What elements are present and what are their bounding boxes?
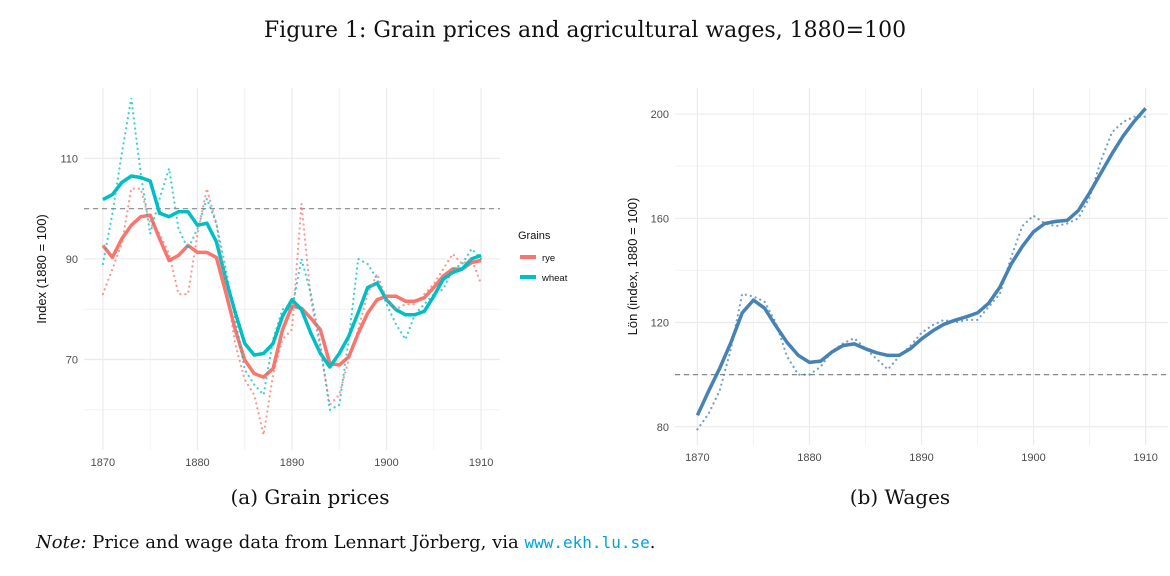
- x-tick-label: 1890: [280, 457, 304, 469]
- wage-smoothed-line: [695, 107, 1147, 417]
- caption-wages: (b) Wages: [849, 485, 951, 509]
- legend-label-wheat: wheat: [541, 273, 568, 284]
- x-tick-label: 1890: [909, 452, 933, 464]
- wheat-smoothed-line: [102, 174, 482, 369]
- x-tick-label: 1880: [185, 457, 209, 469]
- note-label: Note:: [36, 532, 87, 553]
- y-tick-label: 200: [651, 109, 669, 121]
- y-tick-label: 80: [657, 422, 669, 434]
- rye-smoothed-line: [101, 213, 482, 379]
- legend-label-rye: rye: [542, 253, 555, 264]
- x-tick-label: 1900: [1021, 452, 1045, 464]
- y-axis-label: Index (1880 = 100): [34, 214, 49, 324]
- wages-chart: 80 120 160 200 1870 1880 1890 1900 1910 Lön (inde…: [625, 88, 1168, 464]
- figure-note: Note: Price and wage data from Lennart J…: [36, 532, 655, 553]
- rye-raw-line: [101, 187, 483, 436]
- y-tick-label: 70: [66, 355, 78, 367]
- figure-title: Figure 1: Grain prices and agricultural …: [263, 18, 907, 43]
- caption-grain-prices: (a) Grain prices: [230, 485, 390, 509]
- y-tick-label: 160: [651, 213, 669, 225]
- source-link[interactable]: www.ekh.lu.se: [524, 533, 650, 552]
- y-tick-label: 120: [651, 318, 669, 330]
- x-tick-label: 1870: [685, 452, 709, 464]
- note-end: .: [649, 532, 656, 553]
- x-tick-label: 1880: [797, 452, 821, 464]
- note-text: Price and wage data from Lennart Jörberg…: [86, 532, 525, 553]
- wheat-raw-line: [101, 97, 483, 412]
- x-tick-label: 1870: [91, 457, 115, 469]
- y-tick-label: 110: [60, 153, 78, 165]
- grain-prices-chart: 70 90 110 1870 1880 1890 1900 1910 Index (1880 =…: [34, 88, 568, 469]
- y-axis-label: Lön (index, 1880 = 100): [625, 198, 640, 336]
- x-tick-label: 1900: [374, 457, 398, 469]
- x-tick-label: 1910: [469, 457, 493, 469]
- x-tick-label: 1910: [1133, 452, 1157, 464]
- wage-raw-line: [696, 115, 1147, 431]
- y-tick-label: 90: [66, 254, 78, 266]
- legend-title: Grains: [518, 230, 551, 242]
